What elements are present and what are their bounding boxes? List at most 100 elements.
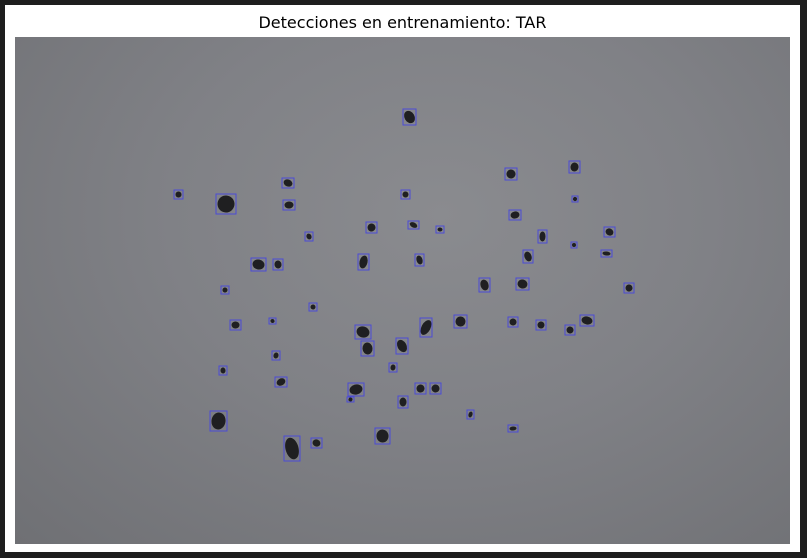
bounding-box — [453, 314, 468, 329]
detection-image — [15, 37, 790, 544]
detection-6 — [304, 231, 314, 242]
bounding-box — [357, 253, 370, 271]
bounding-box — [365, 221, 378, 234]
particle — [524, 251, 532, 262]
particle — [517, 279, 528, 289]
detection-52 — [535, 319, 547, 331]
bounding-box — [407, 220, 420, 230]
bounding-box — [600, 249, 613, 258]
bounding-box — [478, 277, 491, 293]
bounding-box — [173, 189, 184, 200]
bounding-box — [281, 177, 295, 189]
detection-29 — [347, 382, 365, 397]
bounding-box — [570, 241, 578, 249]
particle — [390, 364, 396, 371]
particle — [359, 255, 368, 269]
figure-title: Detecciones en entrenamiento: TAR — [258, 13, 547, 32]
detection-28 — [388, 362, 398, 373]
detection-44 — [537, 229, 548, 244]
detection-27 — [395, 337, 409, 355]
bounding-box — [220, 285, 230, 295]
bounding-box — [603, 226, 616, 238]
detection-15 — [209, 410, 228, 432]
particle — [602, 251, 611, 256]
bounding-box — [568, 160, 581, 174]
bounding-box — [419, 317, 433, 338]
particle — [270, 319, 275, 323]
particle — [570, 162, 579, 172]
detection-11 — [268, 317, 277, 325]
bounding-box — [374, 427, 391, 445]
particle — [468, 411, 473, 418]
figure-frame: Detecciones en entrenamiento: TAR — [5, 5, 800, 552]
bounding-box — [272, 258, 284, 271]
detection-41 — [568, 160, 581, 174]
particle — [409, 222, 418, 228]
bounding-box — [515, 277, 530, 291]
particle — [404, 110, 415, 124]
particle — [231, 321, 240, 329]
detection-16 — [283, 435, 301, 462]
bounding-box — [395, 337, 409, 355]
particle — [537, 321, 545, 329]
bounding-box — [571, 195, 579, 203]
bounding-box — [308, 302, 318, 312]
detection-3 — [173, 189, 184, 200]
detection-17 — [310, 437, 323, 449]
bounding-box — [346, 396, 355, 403]
detection-54 — [579, 314, 595, 327]
particle — [399, 397, 407, 407]
particle — [539, 231, 546, 242]
particle — [349, 384, 363, 395]
detection-13 — [218, 365, 228, 376]
bounding-box — [504, 167, 518, 181]
particle — [310, 304, 316, 310]
detection-21 — [400, 189, 411, 200]
bounding-box — [466, 409, 475, 420]
detection-1 — [402, 108, 417, 126]
bounding-box — [507, 424, 519, 433]
particle — [437, 227, 443, 232]
bounding-box — [304, 231, 314, 242]
particle — [420, 320, 432, 335]
detection-47 — [570, 241, 578, 249]
bounding-box — [579, 314, 595, 327]
detection-overlay — [173, 108, 635, 462]
detection-8 — [272, 258, 284, 271]
particle — [402, 191, 409, 198]
bounding-box — [535, 319, 547, 331]
particle — [431, 384, 440, 393]
detection-49 — [600, 249, 613, 258]
particle — [506, 169, 516, 179]
detection-14 — [274, 376, 288, 388]
detection-36 — [453, 314, 468, 329]
bounding-box — [268, 317, 277, 325]
particle — [273, 352, 279, 359]
bounding-box — [354, 324, 372, 340]
particle — [367, 223, 376, 232]
detection-24 — [414, 253, 425, 267]
bounding-box — [209, 410, 228, 432]
particle — [276, 378, 286, 386]
particle — [306, 233, 312, 240]
detection-45 — [522, 249, 534, 264]
particle — [285, 437, 299, 460]
bounding-box — [388, 362, 398, 373]
particle — [573, 197, 577, 201]
bounding-box — [435, 225, 445, 234]
detection-35 — [419, 317, 433, 338]
particle — [480, 279, 489, 291]
detection-26 — [360, 340, 375, 357]
detection-32 — [414, 382, 427, 395]
particle — [581, 316, 593, 325]
particle — [396, 339, 408, 353]
particle — [566, 326, 574, 334]
bounding-box — [537, 229, 548, 244]
particle — [211, 412, 226, 430]
bounding-box — [522, 249, 534, 264]
particle — [416, 384, 425, 393]
particle — [312, 439, 321, 447]
particle — [217, 195, 235, 213]
bounding-box — [507, 316, 519, 328]
bounding-box — [429, 382, 442, 395]
